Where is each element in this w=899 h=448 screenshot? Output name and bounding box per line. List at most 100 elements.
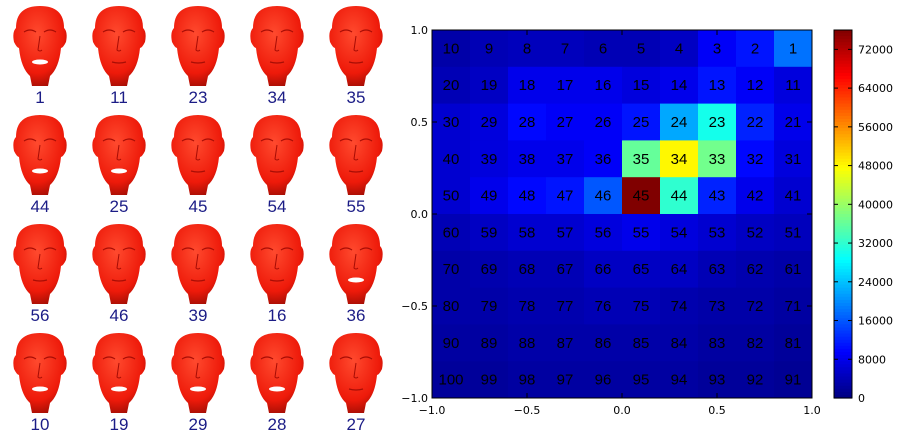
heatmap-cell-label: 21 — [785, 114, 802, 131]
heatmap-cell-label: 64 — [671, 261, 688, 278]
face-thumbnail: 16 — [239, 220, 315, 328]
colorbar-segment — [834, 118, 852, 123]
colorbar-segment — [834, 364, 852, 368]
colorbar-segment — [834, 131, 852, 135]
colorbar-segment — [834, 287, 852, 292]
colorbar-segment — [834, 60, 852, 65]
colorbar-segment — [834, 256, 852, 261]
colorbar-segment — [834, 391, 852, 396]
colorbar-segment — [834, 223, 852, 227]
heatmap-cell — [432, 177, 471, 215]
colorbar-tick-label: 16000 — [858, 315, 893, 328]
face-label: 56 — [30, 306, 50, 325]
face-icon — [250, 333, 304, 413]
colorbar-segment — [834, 330, 852, 335]
face-icon — [13, 6, 67, 86]
colorbar-frame — [833, 29, 853, 399]
face-thumbnail: 44 — [2, 111, 78, 219]
colorbar-tick-label: 72000 — [858, 43, 893, 56]
face-thumbnail: 55 — [318, 111, 394, 219]
heatmap-cell-label: 34 — [671, 151, 688, 168]
colorbar-segment — [834, 36, 852, 40]
colorbar-segment — [834, 348, 852, 353]
face-thumbnail: 25 — [81, 111, 157, 219]
face-label: 19 — [109, 415, 129, 434]
colorbar-segment — [834, 358, 852, 362]
heatmap-cell — [736, 324, 775, 362]
face-label: 35 — [346, 88, 366, 107]
colorbar-segment — [834, 122, 852, 126]
heatmap-cell — [736, 214, 775, 252]
heatmap-cell-label: 17 — [557, 77, 574, 94]
heatmap-cell-label: 42 — [747, 188, 764, 205]
face-label: 23 — [188, 88, 208, 107]
heatmap-cell-label: 59 — [481, 224, 498, 241]
y-tick-label: 0.0 — [411, 208, 429, 221]
colorbar-segment — [834, 207, 852, 212]
colorbar-segment — [834, 315, 852, 319]
colorbar-segment — [834, 149, 852, 154]
heatmap-cell — [470, 287, 509, 325]
heatmap-cell-label: 11 — [785, 77, 801, 94]
heatmap-cell-label: 93 — [709, 372, 726, 389]
colorbar-segment — [834, 382, 852, 387]
heatmap-cell-label: 75 — [633, 298, 650, 315]
heatmap-cell — [622, 361, 661, 399]
heatmap-cell-label: 28 — [519, 114, 536, 131]
heatmap-cell — [774, 324, 813, 362]
colorbar-segment — [834, 250, 852, 255]
colorbar-segment — [834, 217, 852, 221]
heatmap-cell-label: 94 — [671, 372, 688, 389]
heatmap-cell-label: 99 — [481, 372, 498, 389]
heatmap-cell-label: 88 — [519, 335, 536, 352]
heatmap-cell — [508, 140, 547, 178]
heatmap-cell — [470, 177, 509, 215]
heatmap-cell-label: 50 — [443, 188, 460, 205]
colorbar-segment — [834, 238, 852, 243]
heatmap-cell — [508, 324, 547, 362]
heatmap-cell-label: 22 — [747, 114, 764, 131]
face-thumbnail: 23 — [160, 2, 236, 110]
face-label: 28 — [267, 415, 287, 434]
heatmap-cell — [660, 324, 699, 362]
heatmap-cell-label: 71 — [785, 298, 802, 315]
heatmap-cell — [698, 30, 737, 68]
heatmap-cell — [508, 66, 547, 105]
heatmap-cell-label: 62 — [747, 261, 764, 278]
colorbar-segment — [834, 361, 852, 365]
heatmap-cell — [622, 324, 661, 362]
face-label: 1 — [35, 88, 45, 107]
heatmap-cell-label: 78 — [519, 298, 536, 315]
colorbar-segment — [834, 106, 852, 111]
heatmap-cell-label: 66 — [595, 261, 612, 278]
colorbar-segment — [834, 76, 852, 80]
heatmap-cell — [660, 66, 699, 105]
colorbar-segment — [834, 290, 852, 295]
face-icon — [171, 6, 225, 86]
colorbar-segment — [834, 63, 852, 68]
heatmap-cell — [660, 250, 699, 289]
face-icon — [329, 224, 383, 304]
colorbar-tick-label: 48000 — [858, 160, 893, 173]
colorbar-segment — [834, 85, 852, 89]
colorbar-segment — [834, 54, 852, 59]
colorbar-segment — [834, 266, 852, 270]
heatmap-cell — [432, 214, 471, 252]
y-tick-label: −1.0 — [401, 392, 428, 405]
colorbar-segment — [834, 333, 852, 338]
face-thumbnail: 56 — [2, 220, 78, 328]
heatmap-cell-label: 19 — [481, 77, 498, 94]
face-thumbnail: 45 — [160, 111, 236, 219]
colorbar-segment — [834, 306, 852, 310]
colorbar-segment — [834, 51, 852, 56]
heatmap-cell — [432, 103, 471, 141]
face-thumbnail: 27 — [318, 329, 394, 437]
heatmap-cell-label: 53 — [709, 224, 726, 241]
colorbar-segment — [834, 281, 852, 286]
face-thumbnail: 36 — [318, 220, 394, 328]
heatmap-cell — [470, 30, 509, 68]
colorbar-segment — [834, 260, 852, 264]
colorbar-segment — [834, 214, 852, 218]
heatmap-cell — [774, 140, 813, 178]
heatmap-cell-label: 55 — [633, 224, 650, 241]
